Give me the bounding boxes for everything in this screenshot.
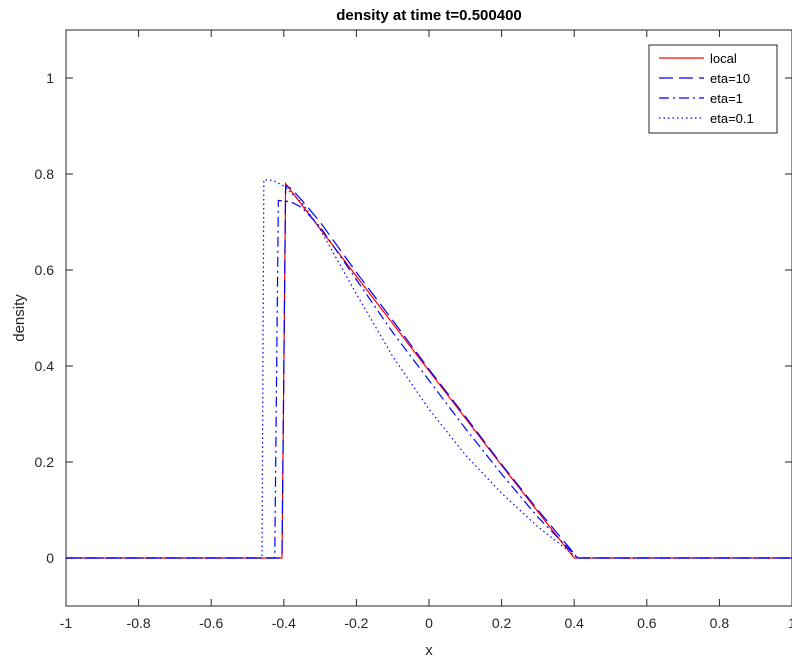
y-tick-label: 0.8 <box>35 166 55 182</box>
y-tick-label: 0 <box>46 550 54 566</box>
legend-label: eta=0.1 <box>710 111 754 126</box>
legend-label: eta=1 <box>710 91 743 106</box>
series-lines <box>66 179 792 559</box>
y-tick-label: 0.6 <box>35 262 55 278</box>
axis-ticks: -1 -0.8 -0.6 -0.4 -0.2 0 0.2 0.4 0.6 0.8 1 0 0.2 0.4 0… <box>35 30 792 631</box>
y-tick-label: 0.4 <box>35 358 55 374</box>
x-tick-label: 1 <box>788 615 792 631</box>
x-tick-label: 0 <box>425 615 433 631</box>
y-axis-label: density <box>11 294 28 342</box>
x-tick-label: 0.8 <box>710 615 730 631</box>
x-axis-label: x <box>425 642 433 659</box>
y-tick-label: 0.2 <box>35 454 55 470</box>
x-tick-label: 0.4 <box>564 615 584 631</box>
x-tick-label: -0.8 <box>127 615 151 631</box>
x-tick-label: -1 <box>60 615 73 631</box>
chart-title: density at time t=0.500400 <box>336 7 522 24</box>
legend-label: local <box>710 51 737 66</box>
x-tick-label: 0.2 <box>492 615 512 631</box>
legend-label: eta=10 <box>710 71 750 86</box>
x-tick-label: -0.2 <box>344 615 368 631</box>
series-line-eta-0-1 <box>66 179 792 559</box>
x-tick-label: 0.6 <box>637 615 657 631</box>
x-tick-label: -0.6 <box>199 615 223 631</box>
legend-box <box>648 44 778 134</box>
x-tick-label: -0.4 <box>272 615 296 631</box>
y-tick-label: 1 <box>46 70 54 86</box>
series-line-eta-1 <box>66 199 792 559</box>
series-line-eta-10 <box>66 185 792 559</box>
legend: local eta=10 eta=1 eta=0.1 <box>648 44 778 134</box>
